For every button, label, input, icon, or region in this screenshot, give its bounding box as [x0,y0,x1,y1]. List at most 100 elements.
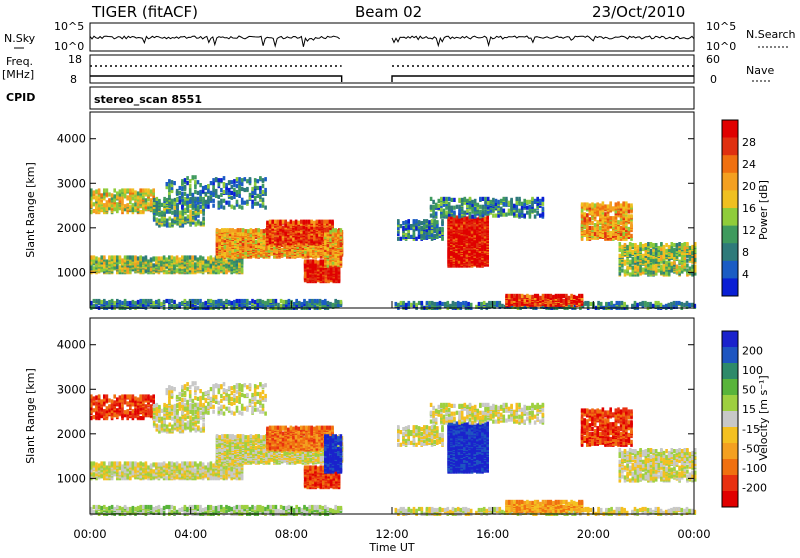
power-cell [479,210,482,214]
power-cell [516,214,519,218]
power-cell [134,190,137,194]
power-cell [311,299,314,303]
power-cell [158,299,161,303]
power-cell [505,197,508,201]
power-cell [435,212,438,216]
power-cell [251,299,254,303]
power-cell [100,193,103,197]
power-cell [171,219,174,223]
power-cell [447,301,450,305]
nsky-label: N.Sky [4,32,36,45]
power-cell [441,302,444,306]
power-cell [106,259,109,263]
power-cell [189,214,192,218]
power-cell [116,208,119,212]
power-cell [271,234,274,238]
power-cell [610,301,613,305]
power-cell [145,255,148,259]
power-cell [413,219,416,223]
power-cell [407,219,410,223]
power-cell [500,207,503,211]
power-cell [539,199,542,203]
power-cell [516,197,519,201]
power-cell [156,197,159,201]
power-cell [220,299,223,303]
power-cell [688,303,691,307]
power-cell [467,302,470,306]
power-cell [113,188,116,192]
power-cell [231,241,234,245]
power-cell [497,200,500,204]
power-cell [503,213,506,217]
power-cell [93,304,96,308]
power-cell [100,300,103,304]
power-cell [121,197,124,201]
power-cell [147,188,150,192]
power-cell [165,270,168,274]
power-cell [526,200,529,204]
power-cell [321,220,324,224]
power-cell [111,255,114,259]
power-cell [478,302,481,306]
power-cell [171,304,174,308]
power-cell [308,299,311,303]
power-cell [168,299,171,303]
power-cell [237,228,240,232]
power-cell [428,301,431,305]
power-cell [271,220,274,224]
power-cell [327,301,330,305]
power-cell [642,301,645,305]
power-cell [238,299,241,303]
power-cell [329,238,332,242]
power-cell [195,221,198,225]
power-cell [440,197,443,201]
power-cell [103,299,106,303]
power-cell [492,198,495,202]
power-cell [244,229,247,233]
power-cell [306,301,309,305]
power-cell [161,211,164,215]
power-cell [200,221,203,225]
power-cell [126,301,129,305]
power-cell [171,299,174,303]
power-cell [106,188,109,192]
power-cell [202,217,205,221]
power-cell [239,232,242,236]
power-cell [277,303,280,307]
power-cell [171,255,174,259]
power-cell [215,300,218,304]
power-cell [397,237,400,241]
power-cell [126,195,129,199]
power-cell [230,260,233,264]
power-cell [181,255,184,259]
power-cell [408,301,411,305]
power-cell [161,218,164,222]
power-cell [165,257,168,261]
power-cell [103,188,106,192]
power-cell [176,268,179,272]
power-cell [631,304,634,308]
power-cell [438,199,441,203]
power-cell [187,215,190,219]
power-cell [173,256,176,260]
power-cell [505,213,508,217]
power-cell [445,197,448,201]
power-cell [318,220,321,224]
power-cell [499,301,502,305]
power-cell [247,229,250,233]
power-cell [95,195,98,199]
power-cell [462,301,465,305]
power-cell [445,211,448,215]
power-cell [129,301,132,305]
power-cell [194,255,197,259]
power-cell [229,242,232,246]
power-cell [456,205,459,209]
power-cell [415,303,418,307]
power-cell [529,213,532,217]
power-cell [451,198,454,202]
power-cell [279,220,282,224]
power-cell [332,232,335,236]
power-cell [326,220,329,224]
power-cell [231,228,234,232]
